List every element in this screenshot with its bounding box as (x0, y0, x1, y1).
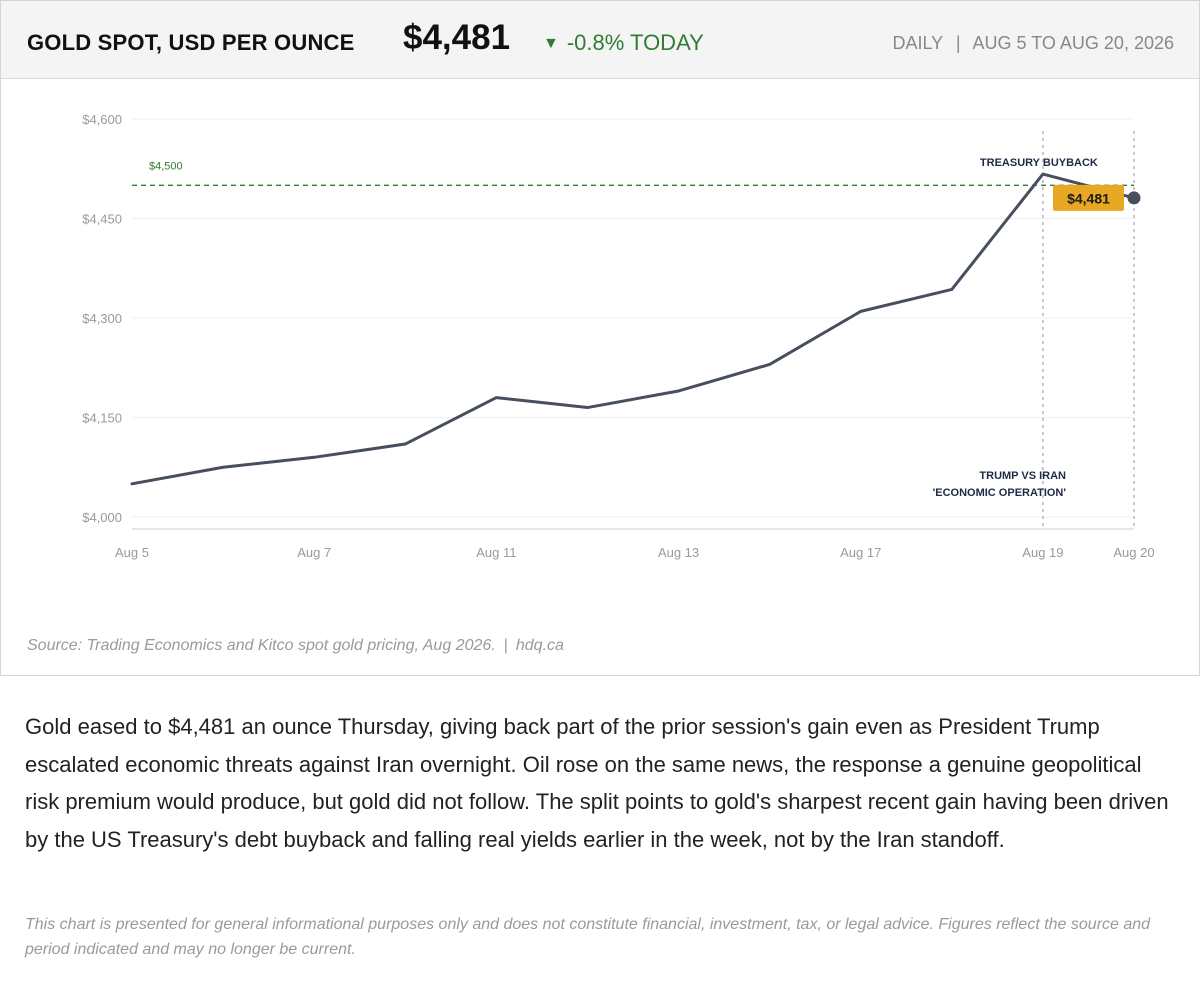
current-price: $4,481 (403, 18, 511, 57)
source-separator: | (503, 637, 508, 654)
y-tick-label: $4,000 (82, 510, 122, 525)
annotation-trump-vs-iran: TRUMP VS IRAN (979, 470, 1066, 482)
y-tick-label: $4,450 (82, 212, 122, 227)
y-tick-label: $4,600 (82, 112, 122, 127)
reference-line-label: $4,500 (149, 160, 183, 172)
x-tick-label: Aug 20 (1113, 545, 1154, 560)
x-tick-label: Aug 17 (840, 545, 881, 560)
disclaimer-text: This chart is presented for general info… (25, 916, 1151, 958)
period-label: DAILY | AUG 5 TO AUG 20, 2026 (892, 33, 1174, 54)
chart-title: GOLD SPOT, USD PER OUNCE (27, 30, 355, 55)
article-paragraph: Gold eased to $4,481 an ounce Thursday, … (25, 714, 1169, 852)
last-value-point (1127, 191, 1141, 205)
source-note: Source: Trading Economics and Kitco spot… (27, 637, 564, 655)
x-tick-label: Aug 5 (115, 545, 149, 560)
last-value-label: $4,481 (1067, 190, 1110, 206)
daily-change-text: -0.8% TODAY (566, 30, 704, 55)
x-tick-label: Aug 19 (1022, 545, 1063, 560)
frequency-label: DAILY (892, 33, 943, 53)
date-range-label: AUG 5 TO AUG 20, 2026 (972, 33, 1174, 53)
chart-card: GOLD SPOT, USD PER OUNCE $4,481 ▼ -0.8% T… (0, 0, 1200, 676)
line-chart: $4,000 $4,150 $4,300 $4,450 $4,600 Aug 5 Aug 7… (82, 112, 1154, 560)
down-arrow-icon: ▼ (543, 35, 559, 52)
x-tick-label: Aug 13 (658, 545, 699, 560)
y-tick-label: $4,300 (82, 311, 122, 326)
annotation-trump-vs-iran: 'ECONOMIC OPERATION' (933, 487, 1067, 499)
x-tick-label: Aug 7 (297, 545, 331, 560)
chart-header: GOLD SPOT, USD PER OUNCE $4,481 ▼ -0.8% T… (1, 1, 1199, 79)
period-separator: | (955, 33, 961, 53)
x-tick-label: Aug 11 (476, 545, 516, 560)
daily-change: ▼ -0.8% TODAY (543, 30, 704, 56)
source-text: Source: Trading Economics and Kitco spot… (27, 637, 496, 654)
price-series-line (130, 172, 1136, 486)
source-site: hdq.ca (515, 637, 564, 654)
last-value-badge (1053, 184, 1124, 211)
annotation-treasury-buyback: TREASURY BUYBACK (980, 157, 1098, 169)
y-tick-label: $4,150 (82, 411, 122, 426)
